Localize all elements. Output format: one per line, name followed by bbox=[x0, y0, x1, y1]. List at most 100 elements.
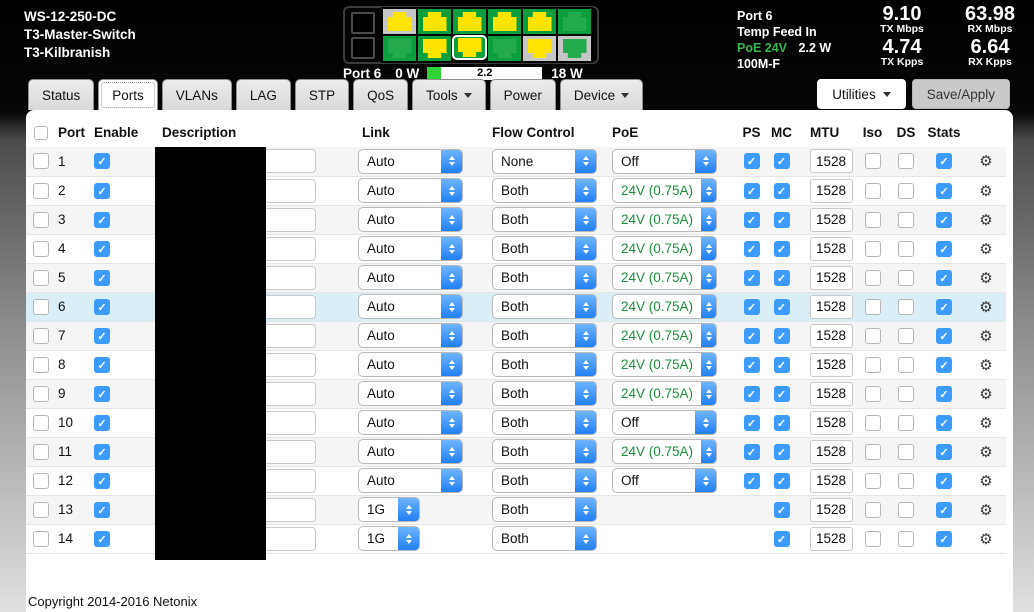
iso-checkbox[interactable] bbox=[864, 182, 881, 199]
enable-checkbox[interactable] bbox=[94, 530, 110, 547]
stats-checkbox[interactable] bbox=[936, 211, 952, 228]
ds-checkbox[interactable] bbox=[898, 385, 914, 402]
tab-tools[interactable]: Tools bbox=[412, 79, 486, 110]
mtu-input[interactable] bbox=[810, 526, 853, 551]
link-select[interactable]: Auto bbox=[358, 323, 463, 348]
stats-checkbox[interactable] bbox=[936, 298, 952, 315]
stats-checkbox[interactable] bbox=[936, 182, 952, 199]
iso-checkbox[interactable] bbox=[864, 472, 881, 489]
tab-stp[interactable]: STP bbox=[294, 79, 350, 110]
mc-checkbox[interactable] bbox=[773, 443, 790, 460]
row-select-checkbox[interactable] bbox=[33, 356, 49, 373]
stats-checkbox[interactable] bbox=[936, 327, 952, 344]
gear-icon[interactable]: ⚙ bbox=[979, 153, 993, 171]
flow-control-select[interactable]: Both bbox=[492, 294, 597, 319]
mtu-input[interactable] bbox=[810, 149, 853, 174]
link-select[interactable]: Auto bbox=[358, 410, 463, 435]
link-select[interactable]: Auto bbox=[358, 439, 463, 464]
flow-control-select[interactable]: Both bbox=[492, 236, 597, 261]
row-select-checkbox[interactable] bbox=[33, 414, 49, 431]
row-select-checkbox[interactable] bbox=[33, 327, 49, 344]
mtu-input[interactable] bbox=[810, 497, 853, 522]
enable-checkbox[interactable] bbox=[94, 211, 110, 228]
stats-checkbox[interactable] bbox=[936, 501, 952, 518]
row-select-checkbox[interactable] bbox=[33, 501, 49, 518]
mtu-input[interactable] bbox=[810, 207, 853, 232]
poe-select[interactable]: 24V (0.75A) bbox=[612, 178, 717, 203]
port-cell[interactable] bbox=[557, 8, 592, 35]
port-cell[interactable] bbox=[557, 35, 592, 62]
port-cell[interactable] bbox=[522, 8, 557, 35]
sfp-port-icon[interactable] bbox=[351, 36, 375, 59]
ps-checkbox[interactable] bbox=[743, 182, 760, 199]
ds-checkbox[interactable] bbox=[898, 443, 914, 460]
poe-select[interactable]: Off bbox=[612, 410, 717, 435]
row-select-checkbox[interactable] bbox=[33, 269, 49, 286]
stats-checkbox[interactable] bbox=[936, 356, 952, 373]
gear-icon[interactable]: ⚙ bbox=[979, 385, 993, 403]
save-apply-button[interactable]: Save/Apply bbox=[911, 79, 1010, 109]
enable-checkbox[interactable] bbox=[94, 153, 110, 170]
enable-checkbox[interactable] bbox=[94, 472, 110, 489]
row-select-checkbox[interactable] bbox=[33, 385, 49, 402]
enable-checkbox[interactable] bbox=[94, 269, 110, 286]
ps-checkbox[interactable] bbox=[743, 443, 760, 460]
mtu-input[interactable] bbox=[810, 468, 853, 493]
tab-power[interactable]: Power bbox=[489, 79, 556, 110]
ps-checkbox[interactable] bbox=[743, 269, 760, 286]
enable-checkbox[interactable] bbox=[94, 240, 110, 257]
mc-checkbox[interactable] bbox=[773, 240, 790, 257]
flow-control-select[interactable]: Both bbox=[492, 352, 597, 377]
gear-icon[interactable]: ⚙ bbox=[979, 414, 993, 432]
gear-icon[interactable]: ⚙ bbox=[979, 443, 993, 461]
flow-control-select[interactable]: Both bbox=[492, 468, 597, 493]
ds-checkbox[interactable] bbox=[898, 356, 914, 373]
tab-lag[interactable]: LAG bbox=[235, 79, 291, 110]
ds-checkbox[interactable] bbox=[898, 153, 914, 170]
select-all-checkbox[interactable] bbox=[34, 126, 48, 141]
poe-select[interactable]: 24V (0.75A) bbox=[612, 323, 717, 348]
gear-icon[interactable]: ⚙ bbox=[979, 182, 993, 200]
mc-checkbox[interactable] bbox=[773, 269, 790, 286]
gear-icon[interactable]: ⚙ bbox=[979, 269, 993, 287]
enable-checkbox[interactable] bbox=[94, 414, 110, 431]
enable-checkbox[interactable] bbox=[94, 501, 110, 518]
mc-checkbox[interactable] bbox=[773, 530, 790, 547]
ps-checkbox[interactable] bbox=[743, 298, 760, 315]
stats-checkbox[interactable] bbox=[936, 472, 952, 489]
row-select-checkbox[interactable] bbox=[33, 443, 49, 460]
link-select[interactable]: Auto bbox=[358, 468, 463, 493]
row-select-checkbox[interactable] bbox=[33, 240, 49, 257]
ps-checkbox[interactable] bbox=[743, 211, 760, 228]
enable-checkbox[interactable] bbox=[94, 385, 110, 402]
row-select-checkbox[interactable] bbox=[33, 153, 49, 170]
gear-icon[interactable]: ⚙ bbox=[979, 327, 993, 345]
iso-checkbox[interactable] bbox=[864, 443, 881, 460]
mtu-input[interactable] bbox=[810, 294, 853, 319]
enable-checkbox[interactable] bbox=[94, 443, 110, 460]
ds-checkbox[interactable] bbox=[898, 327, 914, 344]
tab-status[interactable]: Status bbox=[28, 79, 95, 110]
mtu-input[interactable] bbox=[810, 265, 853, 290]
port-cell[interactable] bbox=[452, 8, 487, 35]
stats-checkbox[interactable] bbox=[936, 530, 952, 547]
flow-control-select[interactable]: Both bbox=[492, 265, 597, 290]
iso-checkbox[interactable] bbox=[864, 356, 881, 373]
iso-checkbox[interactable] bbox=[864, 211, 881, 228]
flow-control-select[interactable]: None bbox=[492, 148, 597, 174]
poe-select[interactable]: 24V (0.75A) bbox=[612, 207, 717, 232]
ps-checkbox[interactable] bbox=[743, 385, 760, 402]
link-select[interactable]: Auto bbox=[358, 352, 463, 377]
ps-checkbox[interactable] bbox=[743, 327, 760, 344]
ps-checkbox[interactable] bbox=[743, 153, 760, 170]
iso-checkbox[interactable] bbox=[864, 153, 881, 170]
mtu-input[interactable] bbox=[810, 381, 853, 406]
tab-device[interactable]: Device bbox=[559, 79, 644, 110]
port-cell[interactable] bbox=[382, 8, 417, 35]
mc-checkbox[interactable] bbox=[773, 501, 790, 518]
flow-control-select[interactable]: Both bbox=[492, 178, 597, 203]
mtu-input[interactable] bbox=[810, 352, 853, 377]
mc-checkbox[interactable] bbox=[773, 356, 790, 373]
flow-control-select[interactable]: Both bbox=[492, 439, 597, 464]
poe-select[interactable]: 24V (0.75A) bbox=[612, 439, 717, 464]
